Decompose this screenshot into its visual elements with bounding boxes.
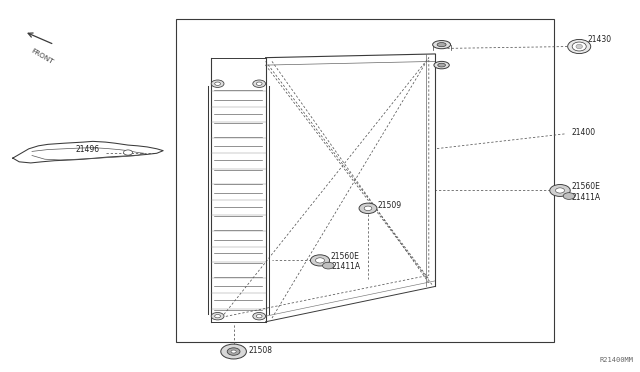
Circle shape	[221, 344, 246, 359]
Text: FRONT: FRONT	[29, 47, 54, 65]
Text: 21430: 21430	[588, 35, 612, 44]
Circle shape	[253, 312, 266, 320]
Circle shape	[256, 315, 262, 318]
Ellipse shape	[434, 61, 449, 69]
Ellipse shape	[433, 41, 451, 49]
Text: R21400MM: R21400MM	[600, 357, 634, 363]
Text: 21411A: 21411A	[572, 193, 601, 202]
Circle shape	[215, 315, 220, 318]
Circle shape	[211, 312, 224, 320]
Circle shape	[124, 150, 132, 155]
Ellipse shape	[576, 44, 582, 49]
Circle shape	[256, 82, 262, 86]
Circle shape	[323, 262, 334, 269]
Ellipse shape	[568, 39, 591, 54]
Ellipse shape	[438, 63, 445, 67]
Ellipse shape	[437, 43, 446, 47]
Circle shape	[550, 185, 570, 196]
Circle shape	[563, 193, 575, 199]
Circle shape	[359, 203, 377, 214]
Circle shape	[364, 206, 372, 211]
Circle shape	[556, 188, 564, 193]
Bar	[176, 19, 554, 342]
Text: 21400: 21400	[572, 128, 596, 137]
Circle shape	[231, 350, 236, 353]
Circle shape	[316, 258, 324, 263]
Text: 21496: 21496	[76, 145, 100, 154]
Text: 21560E: 21560E	[330, 252, 359, 261]
Ellipse shape	[572, 42, 586, 51]
Circle shape	[227, 348, 240, 355]
Circle shape	[215, 82, 220, 86]
Text: 21508: 21508	[248, 346, 273, 355]
Circle shape	[211, 80, 224, 87]
Text: 21411A: 21411A	[332, 262, 361, 271]
Text: 21560E: 21560E	[572, 182, 600, 191]
Circle shape	[310, 255, 330, 266]
Text: 21509: 21509	[378, 201, 402, 210]
Circle shape	[253, 80, 266, 87]
